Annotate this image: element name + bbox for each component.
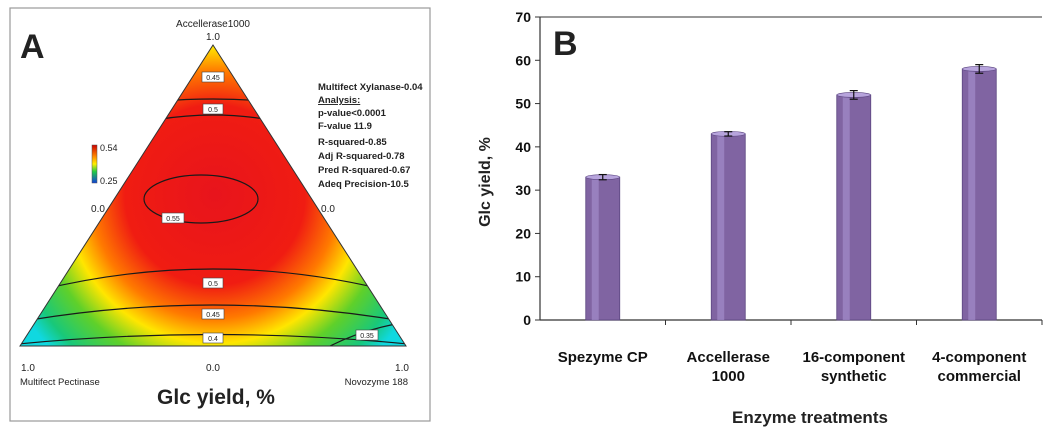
bar [961, 68, 997, 321]
stats-line: Adeq Precision-10.5 [318, 179, 410, 190]
stats-annotation: Multifect Xylanase-0.04 Analysis: p-valu… [318, 82, 423, 190]
contour-line [39, 268, 387, 291]
chart-xlabel: Enzyme treatments [732, 408, 888, 427]
contour-label: 0.55 [161, 212, 185, 224]
y-tick-label: 50 [515, 96, 531, 112]
edge-bottom-value: 0.0 [206, 363, 220, 374]
chart-axes: 0 10 20 30 40 50 60 70 Spezyme CP Accellerase 1000… [515, 9, 1043, 385]
ternary-surface [20, 45, 406, 346]
contour-label-text: 0.45 [206, 312, 220, 319]
contour-label-text: 0.35 [360, 333, 374, 340]
bar [585, 176, 621, 321]
bar-highlight [842, 95, 850, 321]
contour-label: 0.35 [355, 329, 379, 341]
y-tick-label: 20 [515, 225, 531, 241]
bar [710, 133, 746, 321]
contour-label-text: 0.4 [208, 336, 218, 343]
bar-highlight [968, 69, 976, 320]
vertex-top-value: 1.0 [206, 32, 220, 43]
contour-label-text: 0.55 [166, 216, 180, 223]
bar-highlight [717, 134, 725, 320]
panel-b-letter: B [553, 25, 578, 63]
edge-left-value: 0.0 [91, 204, 105, 215]
color-legend-min: 0.25 [100, 176, 118, 186]
chart-bars [585, 64, 997, 321]
x-tick-label: 4-component commercial [932, 349, 1026, 385]
x-tick-label: Accellerase 1000 [687, 349, 770, 385]
ternary-outline [19, 44, 407, 347]
y-tick-label: 30 [515, 182, 531, 198]
contour-label: 0.4 [202, 332, 224, 344]
contour-label: 0.5 [202, 103, 224, 115]
contour-line [143, 174, 259, 224]
contour-label-text: 0.5 [208, 107, 218, 114]
vertex-top-name: Accellerase1000 [176, 19, 250, 30]
color-legend-max: 0.54 [100, 143, 118, 153]
panel-a-letter: A [20, 28, 45, 66]
stats-line: F-value 11.9 [318, 121, 372, 132]
stats-line: R-squared-0.85 [318, 137, 387, 148]
chart-ylabel: Glc yield, % [477, 137, 494, 227]
vertex-right-name: Novozyme 188 [345, 377, 408, 388]
vertex-left-value: 1.0 [21, 363, 35, 374]
stats-line: Analysis: [318, 95, 360, 106]
bar-chart: B 0 10 20 30 40 50 60 70 Spezyme CP Accellerase 10… [477, 9, 1043, 427]
bar-highlight [591, 178, 599, 320]
contour-label: 0.45 [201, 71, 225, 83]
contour-label-text: 0.5 [208, 281, 218, 288]
x-tick-label: Spezyme CP [558, 349, 648, 366]
stats-line: Adj R-squared-0.78 [318, 151, 405, 162]
bar [836, 94, 872, 321]
edge-right-value: 0.0 [321, 204, 335, 215]
stats-line: Pred R-squared-0.67 [318, 165, 410, 176]
y-tick-label: 10 [515, 269, 531, 285]
y-tick-label: 60 [515, 52, 531, 68]
color-legend-bar [91, 144, 98, 184]
ternary-contour-plot: A 0.45 0.5 0.55 0.5 [9, 7, 431, 422]
contour-label: 0.5 [202, 277, 224, 289]
vertex-right-value: 1.0 [395, 363, 409, 374]
contour-label: 0.45 [201, 308, 225, 320]
contour-line [29, 304, 397, 321]
y-tick-label: 0 [523, 312, 531, 328]
panel-a-xlabel: Glc yield, % [157, 386, 275, 409]
vertex-left-name: Multifect Pectinase [20, 377, 100, 388]
stats-line: Multifect Xylanase-0.04 [318, 82, 423, 93]
contour-label-text: 0.45 [206, 75, 220, 82]
stats-line: p-value<0.0001 [318, 108, 387, 119]
y-tick-label: 70 [515, 9, 531, 25]
y-tick-label: 40 [515, 139, 531, 155]
x-tick-label: 16-component synthetic [802, 349, 905, 385]
